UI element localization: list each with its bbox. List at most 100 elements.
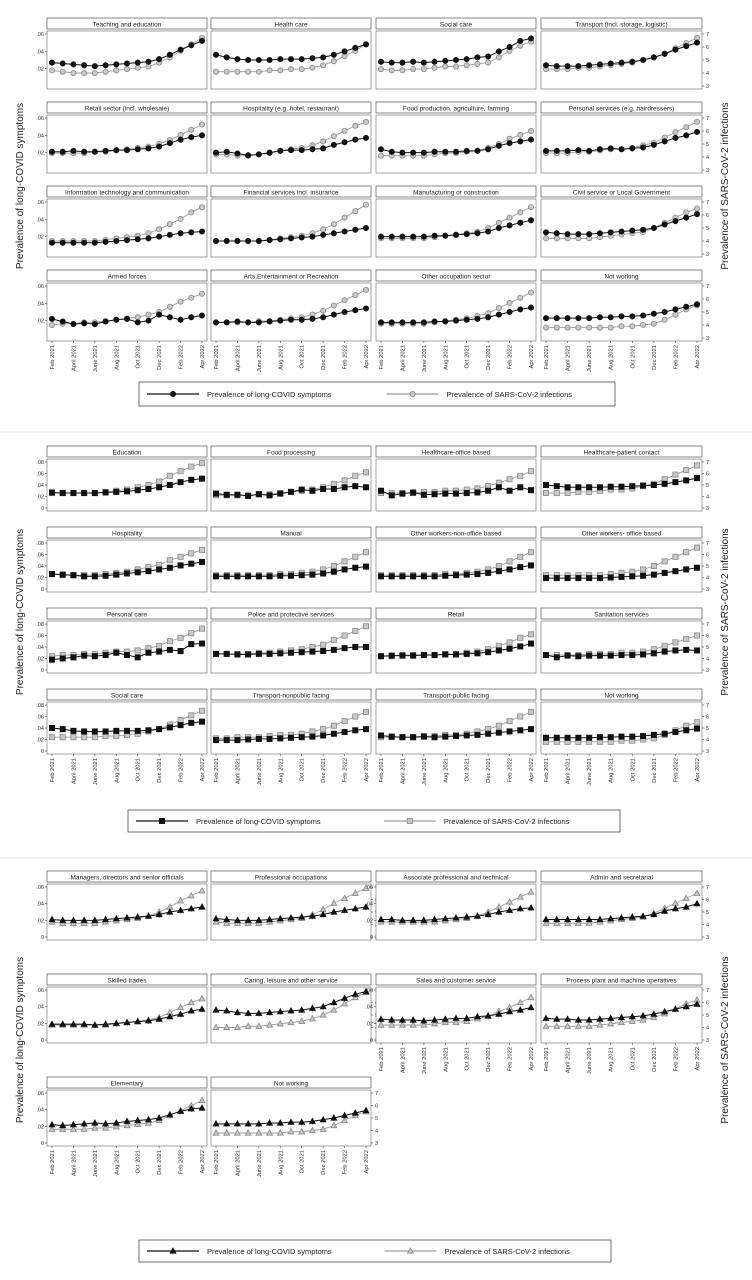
point-long-covid [586,575,593,582]
plot-area [540,883,703,941]
point-long-covid [188,134,195,141]
legend-box [138,381,616,407]
point-long-covid [70,61,77,68]
panel-strip [210,17,372,30]
point-long-covid [134,319,141,326]
point-long-covid [431,491,438,498]
point-long-covid [362,903,370,910]
point-long-covid [134,569,141,576]
y-tick-label: .02 [36,319,44,325]
point-infections [287,1018,295,1026]
point-infections [198,707,205,714]
point-long-covid [341,484,348,491]
point-long-covid [442,490,449,497]
point-infections [330,899,338,906]
x-tick-label: Feb 2022 [343,1150,349,1175]
point-long-covid [575,575,582,582]
point-infections [59,68,66,75]
point-long-covid [575,63,582,70]
point-long-covid [661,907,669,914]
point-long-covid [574,915,582,923]
point-long-covid [144,912,153,919]
point-infections [543,235,550,242]
point-long-covid [607,914,615,922]
point-long-covid [320,314,327,321]
point-long-covid [277,735,284,742]
point-infections [528,204,535,211]
x-tick-label: April 2021 [400,345,406,371]
point-infections [166,638,173,645]
point-long-covid [101,1120,110,1127]
point-long-covid [484,910,492,918]
point-long-covid [420,573,427,580]
point-long-covid [398,1016,407,1023]
panel-title: Teaching and education [93,22,162,29]
point-long-covid [650,224,657,231]
point-long-covid [377,732,384,739]
point-long-covid [596,915,604,923]
point-infections [134,64,141,71]
point-long-covid [452,572,459,579]
point-long-covid [420,59,427,66]
point-infections [320,226,327,233]
point-long-covid [330,51,337,58]
point-long-covid [410,149,417,156]
point-long-covid [650,650,657,657]
point-long-covid [463,490,470,497]
point-infections [70,734,77,741]
point-infections [639,1016,647,1023]
panel-title: Health care [274,22,308,29]
point-long-covid [330,646,337,653]
point-long-covid [309,571,316,578]
point-infections [80,1125,88,1132]
point-infections [188,463,195,470]
point-infections [517,294,524,301]
panel-strip [540,526,703,539]
x-tick-label: Dec 2021 [321,345,327,370]
point-long-covid [319,1115,327,1123]
point-infections [113,67,120,74]
point-long-covid [212,573,219,580]
legend-label-infections: Prevalence of SARS-CoV-2 infections [444,1247,570,1256]
point-long-covid [177,230,184,237]
plot-area [540,539,703,593]
point-long-covid [49,148,56,155]
point-infections [330,563,337,570]
point-long-covid [91,148,98,155]
panel-strip [46,870,208,883]
point-infections [198,121,205,128]
point-long-covid [255,151,262,158]
point-infections [223,1129,231,1136]
point-infections [683,635,690,642]
panel: Retail [375,607,537,674]
point-long-covid [528,640,535,647]
point-long-covid [91,1119,99,1126]
point-long-covid [134,59,141,66]
point-infections [362,708,369,715]
point-long-covid [223,148,230,155]
point-infections [212,68,219,75]
point-long-covid [341,139,348,146]
point-long-covid [113,571,120,578]
point-infections [528,289,535,296]
panel-strip [375,101,537,114]
point-long-covid [287,147,294,154]
y-tick-label: .02 [36,495,44,501]
point-infections [298,66,305,73]
point-long-covid [176,1107,185,1114]
x-tick-label: Feb 2021 [50,758,56,783]
point-long-covid [156,484,163,491]
x-tick-label: Aug 2021 [278,345,284,370]
point-long-covid [134,1017,142,1025]
legend-marker-infections [409,390,416,397]
legend-marker-long-covid [158,818,165,825]
point-long-covid [596,230,603,237]
point-long-covid [49,725,56,732]
point-long-covid [485,228,492,235]
y2-tick-label: 4 [706,738,709,744]
x-tick-label: June 2021 [257,345,263,372]
point-infections [586,324,593,331]
point-long-covid [607,145,614,152]
point-infections [255,1129,263,1136]
y2-tick-label: 5 [706,726,709,732]
